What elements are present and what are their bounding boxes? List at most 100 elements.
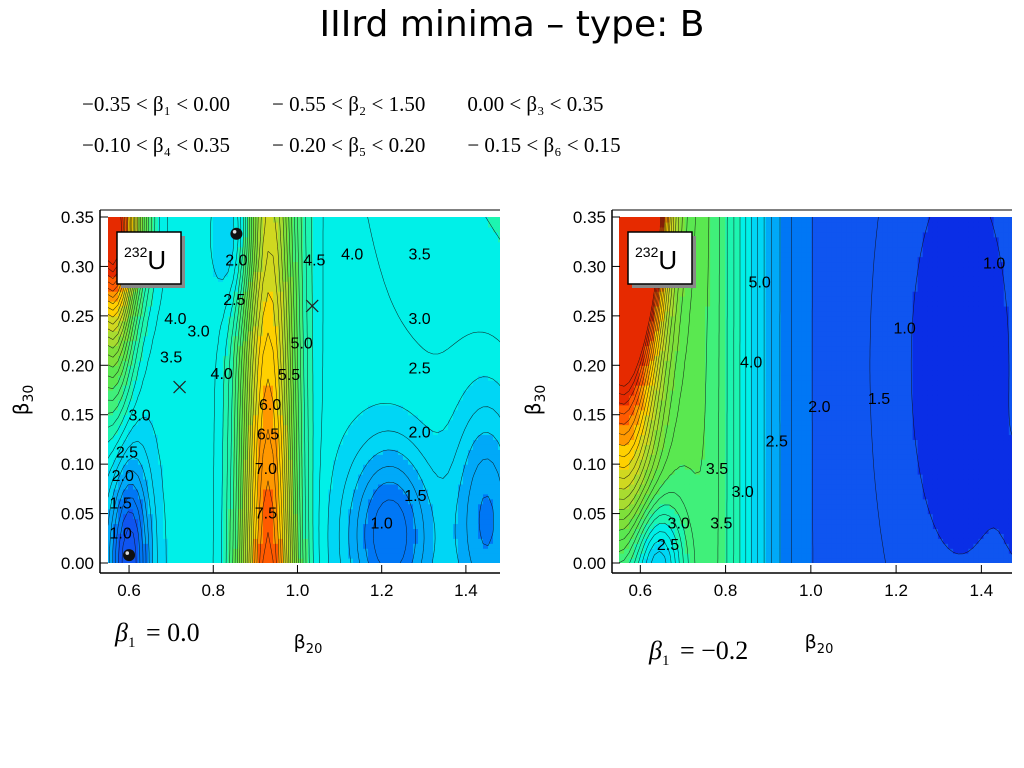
isotope-symbol: U	[147, 245, 166, 275]
isotope-badge: 232U	[627, 231, 696, 288]
contour-label: 7.0	[255, 461, 277, 478]
contour-label: 1.0	[110, 525, 132, 542]
y-tick-label: 0.20	[573, 356, 606, 375]
contour-label: 3.0	[408, 311, 430, 328]
constraint-line-2: −0.10 < β₄ < 0.35 − 0.20 < β₅ < 0.20 − 0…	[82, 133, 621, 157]
contour-label: 1.0	[983, 255, 1005, 272]
y-tick-label: 0.35	[61, 208, 94, 227]
contour-label: 1.5	[868, 391, 890, 408]
y-axis-label-sub: 30	[21, 385, 37, 403]
contour-label: 3.5	[710, 515, 732, 532]
contour-plot-beta1-0: 2.0 2.5 3.0 4.0 3.5 4.0 4.5 4.0 3.5 3.0 2.5 2.0 1.5 1…	[0, 190, 500, 670]
contour-label: 2.0	[225, 253, 247, 270]
isotope-mass: 232	[635, 244, 659, 260]
x-tick-label: 1.0	[799, 581, 823, 600]
contour-label: 3.0	[732, 484, 754, 501]
y-tick-label: 0.35	[573, 208, 606, 227]
energy-surface: 1.05.01.04.01.52.02.53.53.03.03.52.50.5	[619, 217, 1012, 563]
y-tick-label: 0.25	[61, 307, 94, 326]
minimum-dot	[123, 549, 136, 562]
caption-subscript: 1	[661, 653, 670, 670]
contour-label: 4.5	[303, 253, 325, 270]
y-tick-label: 0.30	[61, 257, 94, 276]
x-tick-label: 0.8	[714, 581, 738, 600]
y-axis-label: β30	[9, 385, 37, 416]
contour-label: 4.0	[740, 354, 762, 371]
y-tick-label: 0.20	[61, 356, 94, 375]
saddle-point-marker	[305, 299, 319, 313]
plot-caption: β1 = 0.0	[115, 618, 200, 652]
x-tick-label: 1.2	[884, 581, 908, 600]
caption-value: = −0.2	[679, 636, 749, 665]
y-axis-label-main: β	[521, 403, 545, 416]
contour-label: 2.0	[808, 399, 830, 416]
y-axis-label: β30	[521, 385, 549, 416]
contour-label: 4.0	[211, 366, 233, 383]
minimum-highlight	[125, 551, 130, 555]
y-tick-label: 0.10	[573, 455, 606, 474]
contour-label: 5.0	[291, 336, 313, 353]
minimum-highlight	[232, 230, 237, 234]
contour-label: 3.5	[160, 349, 182, 366]
contour-lines	[619, 217, 1012, 563]
x-tick-label: 1.0	[286, 581, 310, 600]
y-axis-label-main: β	[9, 403, 33, 416]
x-tick-label: 1.2	[370, 581, 394, 600]
contour-plot-svg: 1.05.01.04.01.52.02.53.53.03.03.52.50.52…	[521, 208, 1012, 657]
minimum-marker	[123, 549, 136, 562]
contour-plot-svg: 2.02.53.04.03.54.04.5 4.0 3.53.02.52.01.51…	[9, 208, 500, 657]
isotope-mass: 232	[124, 244, 148, 260]
deformation-constraints: −0.35 < β₁ < 0.00 − 0.55 < β₂ < 1.50 0.0…	[82, 84, 621, 166]
x-tick-label: 1.4	[454, 581, 478, 600]
caption-symbol: β	[115, 618, 128, 647]
contour-label: 6.5	[257, 426, 279, 443]
constraint-line-1: −0.35 < β₁ < 0.00 − 0.55 < β₂ < 1.50 0.0…	[82, 92, 604, 116]
x-tick-label: 0.6	[628, 581, 652, 600]
caption-subscript: 1	[127, 635, 136, 652]
contour-plot-beta1-minus-0-2: 1.05.01.04.01.52.02.53.53.03.03.52.50.52…	[512, 190, 1012, 670]
contour-label: 1.5	[404, 488, 426, 505]
x-tick-label: 1.4	[970, 581, 994, 600]
x-axis-label-sub: 20	[306, 642, 323, 657]
y-tick-label: 0.00	[61, 554, 94, 573]
contour-label: 4.0	[341, 247, 363, 264]
x-axis-label: β20	[294, 631, 323, 657]
contour-label: 2.5	[408, 360, 430, 377]
x-axis-label-main: β	[294, 631, 306, 653]
x-axis-label-main: β	[805, 631, 817, 653]
contour-label: 3.5	[706, 461, 728, 478]
x-axis-label: β20	[805, 631, 834, 657]
y-tick-label: 0.25	[573, 307, 606, 326]
plot-caption: β1 = −0.2	[649, 636, 748, 670]
y-tick-label: 0.15	[61, 406, 94, 425]
y-axis-label-sub: 30	[533, 385, 549, 403]
badge-box	[116, 231, 182, 285]
saddle-point-marker	[173, 380, 187, 394]
y-tick-label: 0.30	[573, 257, 606, 276]
x-axis-label-sub: 20	[817, 642, 834, 657]
y-tick-label: 0.10	[61, 455, 94, 474]
contour-label: 1.0	[371, 515, 393, 532]
contour-label: 2.5	[657, 537, 679, 554]
caption-value: = 0.0	[145, 618, 200, 647]
contour-label: 3.5	[408, 247, 430, 264]
caption-symbol: β	[649, 636, 662, 665]
contour-label: 1.5	[110, 496, 132, 513]
contour-label: 2.5	[223, 292, 245, 309]
slide-title: IIIrd minima – type: B	[319, 4, 705, 45]
isotope-symbol: U	[658, 245, 677, 275]
contour-label: 1.0	[894, 321, 916, 338]
x-tick-label: 0.8	[201, 581, 225, 600]
contour-label: 6.0	[259, 397, 281, 414]
contour-label: 3.0	[668, 515, 690, 532]
contour-label: 2.0	[112, 468, 134, 485]
isotope-label: 232U	[124, 244, 166, 275]
y-tick-label: 0.15	[573, 406, 606, 425]
contour-label: 2.0	[408, 425, 430, 442]
contour-label: 5.0	[749, 274, 771, 291]
isotope-badge: 232U	[116, 231, 185, 288]
y-tick-label: 0.05	[573, 505, 606, 524]
y-tick-label: 0.00	[573, 554, 606, 573]
minimum-dot	[230, 227, 243, 240]
contour-label: 3.0	[187, 324, 209, 341]
